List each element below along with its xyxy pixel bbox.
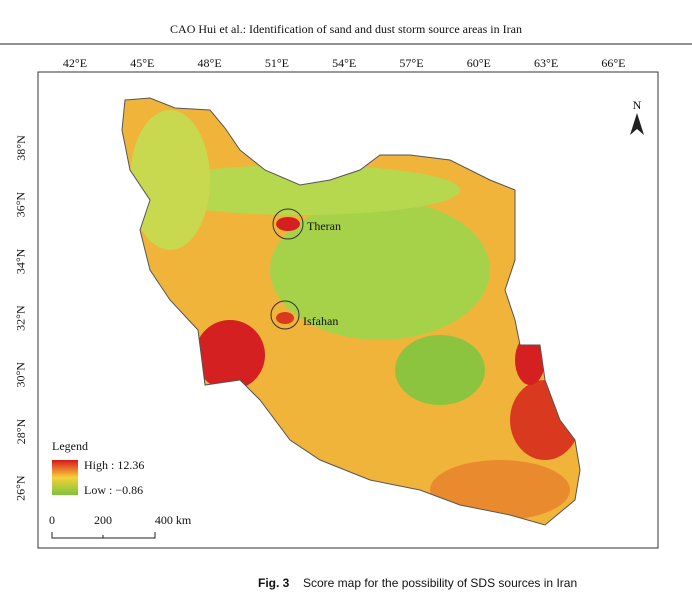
lon-label: 42°E: [63, 56, 87, 70]
lat-label: 34°N: [14, 248, 28, 274]
lat-label: 38°N: [14, 135, 28, 161]
lat-label: 32°N: [14, 305, 28, 331]
legend-low: Low : −0.86: [84, 483, 143, 497]
scale-label: 0: [49, 513, 55, 527]
lon-label: 45°E: [130, 56, 154, 70]
lon-label: 63°E: [534, 56, 558, 70]
city-circle: [272, 208, 304, 240]
scale-bar: [51, 532, 156, 539]
lon-label: 57°E: [399, 56, 423, 70]
caption-text: Score map for the possibility of SDS sou…: [303, 576, 577, 590]
lon-label: 51°E: [265, 56, 289, 70]
legend-ramp: [52, 460, 78, 495]
lat-label: 26°N: [14, 475, 28, 501]
caption-label: Fig. 3: [258, 576, 290, 590]
lon-label: 48°E: [198, 56, 222, 70]
north-label: N: [633, 98, 642, 112]
legend-high: High : 12.36: [84, 458, 144, 472]
lon-label: 60°E: [467, 56, 491, 70]
city-label: Theran: [307, 219, 341, 233]
scale-label: 400 km: [155, 513, 192, 527]
city-label: Isfahan: [303, 314, 338, 328]
lat-label: 30°N: [14, 362, 28, 388]
city-circle: [270, 300, 300, 330]
running-header: CAO Hui et al.: Identification of sand a…: [170, 22, 522, 36]
lat-label: 36°N: [14, 192, 28, 218]
scale-label: 200: [94, 513, 112, 527]
lon-label: 54°E: [332, 56, 356, 70]
north-arrow: [630, 113, 644, 135]
lat-label: 28°N: [14, 418, 28, 444]
map-frame: [37, 71, 659, 549]
country-border: [121, 97, 581, 526]
legend-title: Legend: [52, 439, 88, 453]
lon-label: 66°E: [601, 56, 625, 70]
